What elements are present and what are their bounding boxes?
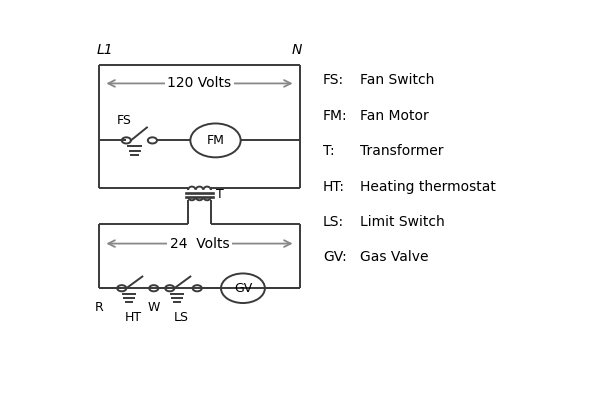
- Text: Limit Switch: Limit Switch: [359, 215, 444, 229]
- Text: 120 Volts: 120 Volts: [168, 76, 231, 90]
- Text: R: R: [94, 300, 103, 314]
- Text: 24  Volts: 24 Volts: [170, 236, 230, 250]
- Text: Fan Motor: Fan Motor: [359, 109, 428, 123]
- Text: Fan Switch: Fan Switch: [359, 73, 434, 87]
- Text: GV: GV: [234, 282, 252, 295]
- Text: LS:: LS:: [323, 215, 344, 229]
- Text: N: N: [292, 43, 302, 57]
- Text: T:: T:: [323, 144, 335, 158]
- Text: HT:: HT:: [323, 180, 345, 194]
- Text: GV:: GV:: [323, 250, 347, 264]
- Text: FM: FM: [206, 134, 224, 147]
- Text: HT: HT: [124, 311, 142, 324]
- Text: T: T: [217, 188, 224, 201]
- Text: FS:: FS:: [323, 73, 344, 87]
- Text: W: W: [148, 300, 160, 314]
- Text: Gas Valve: Gas Valve: [359, 250, 428, 264]
- Text: Heating thermostat: Heating thermostat: [359, 180, 496, 194]
- Text: L1: L1: [97, 43, 113, 57]
- Text: LS: LS: [173, 311, 189, 324]
- Text: FM:: FM:: [323, 109, 348, 123]
- Text: Transformer: Transformer: [359, 144, 443, 158]
- Text: FS: FS: [117, 114, 132, 126]
